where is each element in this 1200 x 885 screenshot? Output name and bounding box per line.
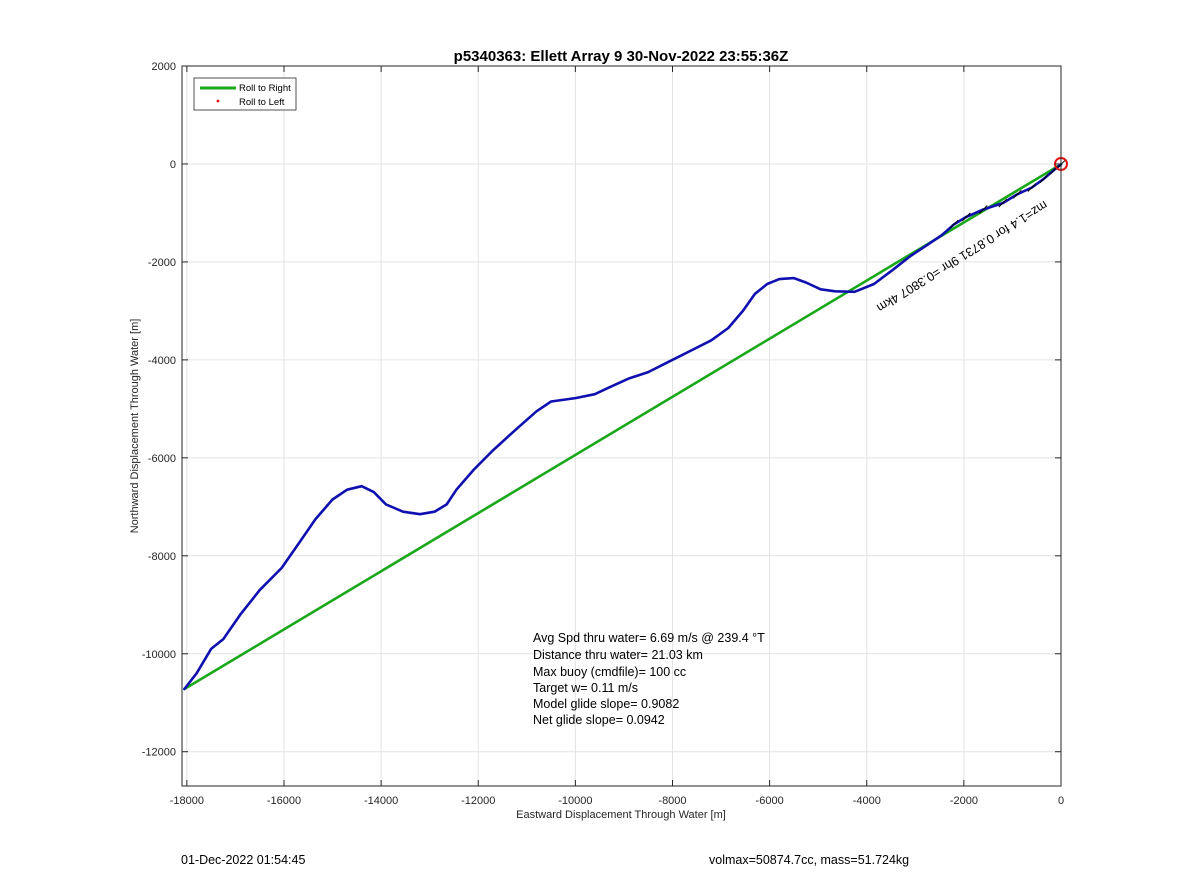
annotation-model-glide: Model glide slope= 0.9082 xyxy=(533,697,679,711)
footer-timestamp: 01-Dec-2022 01:54:45 xyxy=(181,853,305,867)
x-tick-label: -2000 xyxy=(950,795,978,807)
footer-vol-mass: volmax=50874.7cc, mass=51.724kg xyxy=(709,853,909,867)
plot-frame xyxy=(181,65,1062,787)
series-roll-right-line xyxy=(183,163,1063,691)
y-tick-label: -4000 xyxy=(148,355,176,367)
dive-segment-mark xyxy=(961,212,971,222)
y-tick-label: -6000 xyxy=(148,453,176,465)
annotation-avg-speed: Avg Spd thru water= 6.69 m/s @ 239.4 °T xyxy=(533,631,765,645)
y-tick-label: -12000 xyxy=(142,747,176,759)
y-tick-label: 2000 xyxy=(152,61,176,73)
x-tick-label: -16000 xyxy=(267,795,301,807)
ticks: -18000 -16000 -14000 -12000 -10000 -8000 -6000… xyxy=(142,61,1064,807)
dive-segment-mark xyxy=(949,219,959,229)
x-tick-label: -6000 xyxy=(756,795,784,807)
y-axis-label: Northward Displacement Through Water [m] xyxy=(129,319,141,534)
legend-box xyxy=(193,77,297,111)
dive-segment-mark xyxy=(978,205,988,214)
x-tick-label: 0 xyxy=(1058,795,1064,807)
x-tick-label: -18000 xyxy=(170,795,204,807)
annotation-target-w: Target w= 0.11 m/s xyxy=(533,681,638,695)
legend-label-roll-left: Roll to Left xyxy=(239,97,285,108)
x-axis-label: Eastward Displacement Through Water [m] xyxy=(516,809,726,821)
legend-label-roll-right: Roll to Right xyxy=(239,83,291,94)
dive-segment-mark xyxy=(998,198,1008,208)
annotation-distance: Distance thru water= 21.03 km xyxy=(533,648,703,662)
x-tick-label: -12000 xyxy=(461,795,495,807)
dive-segment-mark xyxy=(1039,174,1049,184)
x-tick-label: -8000 xyxy=(658,795,686,807)
x-tick-label: -14000 xyxy=(364,795,398,807)
y-tick-label: -8000 xyxy=(148,551,176,563)
legend: Roll to Right Roll to Left xyxy=(193,77,297,111)
y-tick-label: -10000 xyxy=(142,649,176,661)
series-track-line xyxy=(183,163,1063,691)
annotation-net-glide: Net glide slope= 0.0942 xyxy=(533,713,665,727)
y-tick-label: -2000 xyxy=(148,257,176,269)
annotation-max-buoy: Max buoy (cmdfile)= 100 cc xyxy=(533,665,686,679)
dive-segment-mark xyxy=(1012,189,1022,199)
x-tick-label: -10000 xyxy=(558,795,592,807)
chart-title: p5340363: Ellett Array 9 30-Nov-2022 23:… xyxy=(454,48,789,65)
dive-segment-mark xyxy=(1027,183,1037,192)
x-tick-label: -4000 xyxy=(853,795,881,807)
y-tick-label: 0 xyxy=(170,159,176,171)
stats-annotations: Avg Spd thru water= 6.69 m/s @ 239.4 °T … xyxy=(533,631,765,727)
legend-swatch-roll-left xyxy=(216,99,220,103)
